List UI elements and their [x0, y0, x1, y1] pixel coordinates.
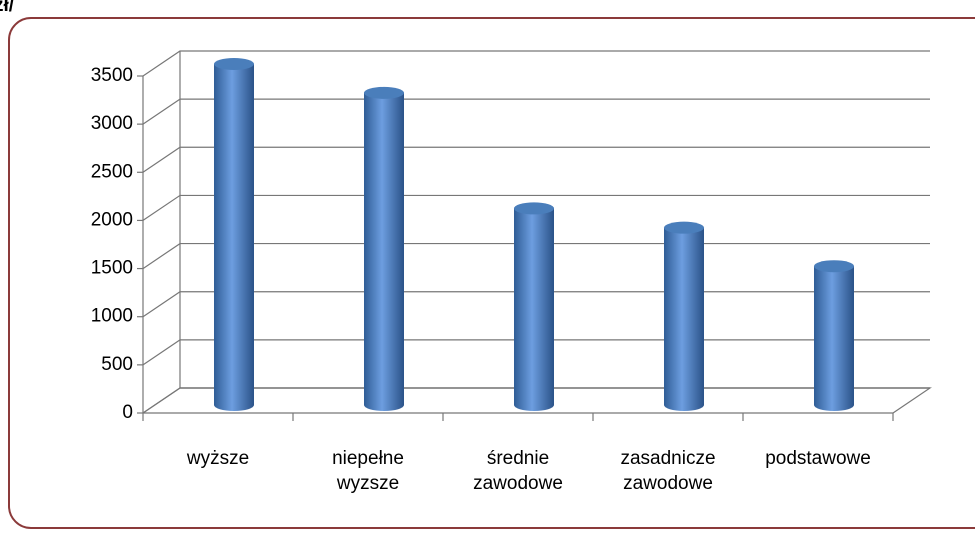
x-tick-label: niepełne wyzsze	[332, 448, 404, 494]
x-tick-label: średnie zawodowe	[473, 448, 563, 494]
x-tick-label: podstawowe	[765, 448, 871, 469]
frame	[8, 17, 975, 529]
y-tick-label: 3000	[91, 113, 133, 134]
y-tick-label: 3500	[91, 65, 133, 86]
y-tick-label: 2500	[91, 161, 133, 182]
grid-line	[142, 194, 930, 221]
bar	[514, 202, 554, 411]
bar	[364, 86, 404, 411]
bar	[664, 221, 704, 411]
y-tick-label: 2000	[91, 209, 133, 230]
y-tick-label: 1500	[91, 258, 133, 279]
chart-title: zł/	[0, 0, 15, 16]
y-tick-label: 0	[122, 402, 133, 423]
bar	[214, 58, 254, 411]
x-tick-label: zasadnicze zawodowe	[620, 448, 716, 494]
y-tick-label: 500	[101, 354, 133, 375]
grid-line	[142, 50, 930, 77]
x-tick-label: wyższe	[186, 448, 250, 469]
bar	[814, 260, 854, 411]
grid-line	[142, 98, 930, 125]
y-tick-label: 1000	[91, 306, 133, 327]
grid-line	[142, 146, 930, 173]
